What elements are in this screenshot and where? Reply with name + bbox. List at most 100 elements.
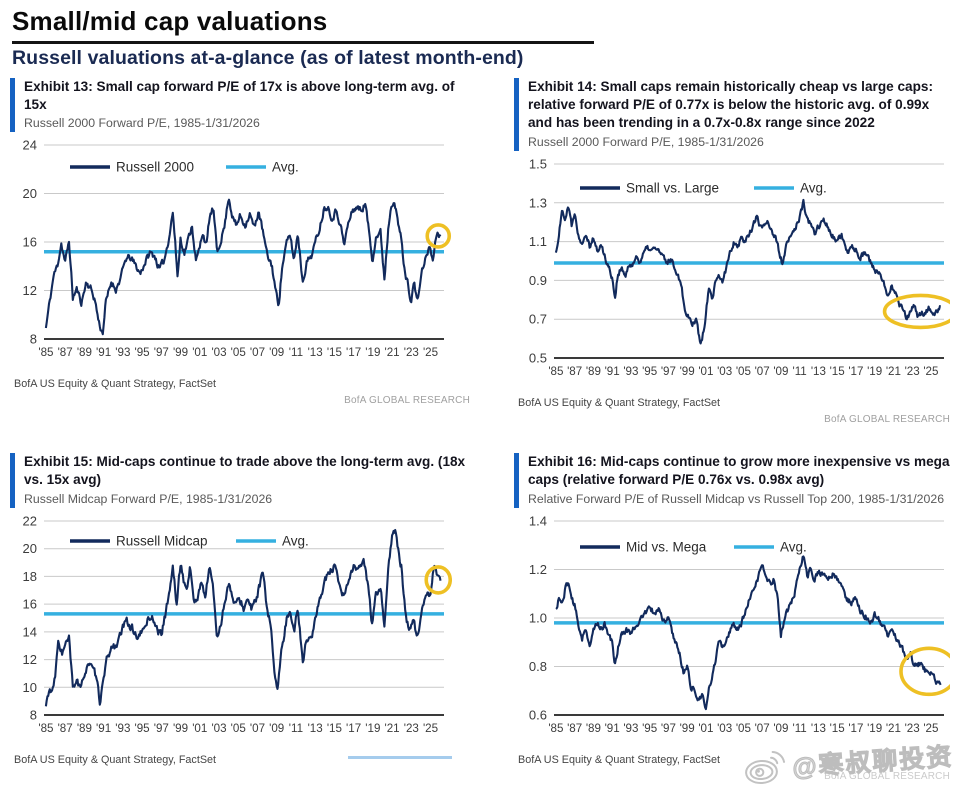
svg-text:'23: '23 <box>905 365 920 378</box>
svg-text:'87: '87 <box>567 722 582 735</box>
svg-text:8: 8 <box>30 707 37 722</box>
svg-text:'87: '87 <box>58 346 73 359</box>
svg-text:'09: '09 <box>269 346 284 359</box>
svg-text:'85: '85 <box>548 365 563 378</box>
exhibit-accent-bar <box>10 77 15 133</box>
svg-text:1.5: 1.5 <box>529 158 547 172</box>
svg-text:'89: '89 <box>586 722 601 735</box>
exhibit-title: Exhibit 13: Small cap forward P/E of 17x… <box>24 78 455 112</box>
svg-text:'03: '03 <box>717 365 732 378</box>
source-text: BofA US Equity & Quant Strategy, FactSet <box>518 753 721 766</box>
svg-text:0.8: 0.8 <box>529 659 547 674</box>
svg-text:'93: '93 <box>623 722 638 735</box>
svg-text:'19: '19 <box>365 346 380 359</box>
svg-text:'95: '95 <box>642 365 657 378</box>
svg-text:'05: '05 <box>231 346 246 359</box>
page-subtitle: Russell valuations at-a-glance (as of la… <box>12 46 524 69</box>
exhibit-15-panel: Exhibit 15: Mid-caps continue to trade a… <box>10 452 472 782</box>
exhibit-14-panel: Exhibit 14: Small caps remain historical… <box>514 77 952 425</box>
svg-text:1.2: 1.2 <box>529 562 547 577</box>
svg-text:'25: '25 <box>423 722 438 735</box>
svg-text:'97: '97 <box>154 346 169 359</box>
svg-text:'23: '23 <box>905 722 920 735</box>
decor-line <box>348 756 452 759</box>
svg-text:'07: '07 <box>755 722 770 735</box>
svg-text:'21: '21 <box>385 346 400 359</box>
source-text: BofA US Equity & Quant Strategy, FactSet <box>14 753 217 766</box>
svg-text:'07: '07 <box>250 346 265 359</box>
russell-midcap-pe-chart: 22 20 18 16 14 12 10 8'85 '87 '89 '91 '93 '95 '97 '99 '… <box>10 515 472 741</box>
svg-text:'85: '85 <box>38 346 53 359</box>
svg-text:'15: '15 <box>327 722 342 735</box>
svg-text:'21: '21 <box>385 722 400 735</box>
svg-text:'25: '25 <box>923 365 938 378</box>
svg-text:'23: '23 <box>404 722 419 735</box>
exhibit-accent-bar <box>514 452 519 508</box>
exhibit-title: Exhibit 15: Mid-caps continue to trade a… <box>24 453 466 488</box>
svg-text:1.3: 1.3 <box>529 195 547 210</box>
svg-text:0.5: 0.5 <box>529 350 547 365</box>
svg-text:12: 12 <box>23 652 37 667</box>
svg-text:Avg.: Avg. <box>800 180 827 195</box>
svg-text:'05: '05 <box>231 722 246 735</box>
svg-text:16: 16 <box>23 597 37 612</box>
svg-text:'11: '11 <box>289 722 303 735</box>
svg-text:'95: '95 <box>135 346 150 359</box>
svg-text:20: 20 <box>23 186 37 201</box>
svg-text:'87: '87 <box>58 722 73 735</box>
svg-text:1.1: 1.1 <box>529 234 547 249</box>
svg-text:'85: '85 <box>38 722 53 735</box>
svg-text:Russell Midcap: Russell Midcap <box>116 533 208 548</box>
mid-vs-mega-chart: 1.4 1.2 1.0 0.8 0.6'85'87'89'91'93'95'97'99 '… <box>514 515 952 741</box>
svg-text:'17: '17 <box>346 346 361 359</box>
svg-text:'97: '97 <box>661 722 676 735</box>
svg-text:'15: '15 <box>830 365 845 378</box>
source-text: BofA US Equity & Quant Strategy, FactSet <box>518 396 721 409</box>
svg-text:12: 12 <box>23 283 37 298</box>
svg-text:'25: '25 <box>423 346 438 359</box>
brand-text: BofA GLOBAL RESEARCH <box>824 413 950 425</box>
exhibit-caption: Russell 2000 Forward P/E, 1985-1/31/2026 <box>528 134 764 149</box>
svg-text:'13: '13 <box>308 722 323 735</box>
svg-text:22: 22 <box>23 515 37 529</box>
svg-text:10: 10 <box>23 680 37 695</box>
svg-text:'01: '01 <box>192 346 207 359</box>
svg-text:Avg.: Avg. <box>272 160 299 175</box>
svg-text:1.4: 1.4 <box>529 515 547 529</box>
svg-text:'03: '03 <box>211 346 226 359</box>
page-title: Small/mid cap valuations <box>12 6 328 36</box>
svg-text:'85: '85 <box>548 722 563 735</box>
svg-text:'95: '95 <box>642 722 657 735</box>
svg-text:'99: '99 <box>680 722 695 735</box>
russell-2000-pe-chart: 24 20 16 12 8'85 '87 '89 '91 '93 '95 '97 '99 '01 '03 '… <box>10 139 472 365</box>
small-vs-large-relative-pe-svg: 1.5 1.3 1.1 0.9 0.7 0.5'85 '87 '89 '91'93 '95 '97 '… <box>529 158 950 378</box>
svg-text:0.7: 0.7 <box>529 312 547 327</box>
svg-text:'07: '07 <box>250 722 265 735</box>
svg-text:'17: '17 <box>848 365 863 378</box>
svg-text:'13: '13 <box>811 722 826 735</box>
svg-text:20: 20 <box>23 541 37 556</box>
exhibit-accent-bar <box>10 452 15 508</box>
russell-midcap-forward-pe-svg: 22 20 18 16 14 12 10 8'85 '87 '89 '91 '93 '95 '97 '99 '… <box>23 515 452 735</box>
svg-text:'03: '03 <box>211 722 226 735</box>
svg-text:8: 8 <box>30 332 37 347</box>
svg-text:'99: '99 <box>680 365 695 378</box>
svg-text:Avg.: Avg. <box>282 533 309 548</box>
svg-text:Small vs. Large: Small vs. Large <box>626 180 719 195</box>
svg-text:'89: '89 <box>77 722 92 735</box>
svg-text:'01: '01 <box>192 722 207 735</box>
svg-text:'99: '99 <box>173 346 188 359</box>
svg-text:'91: '91 <box>605 722 620 735</box>
svg-text:'23: '23 <box>404 346 419 359</box>
exhibit-grid: Exhibit 13: Small cap forward P/E of 17x… <box>10 77 952 782</box>
svg-text:'15: '15 <box>327 346 342 359</box>
svg-text:'09: '09 <box>773 365 788 378</box>
svg-text:'09: '09 <box>269 722 284 735</box>
exhibit-16-panel: Exhibit 16: Mid-caps continue to grow mo… <box>514 452 952 782</box>
svg-text:'15: '15 <box>830 722 845 735</box>
svg-text:1.0: 1.0 <box>529 610 547 625</box>
svg-text:'17: '17 <box>848 722 863 735</box>
brand-text: BofA GLOBAL RESEARCH <box>824 770 950 782</box>
exhibit-title: Exhibit 16: Mid-caps continue to grow mo… <box>528 453 950 488</box>
